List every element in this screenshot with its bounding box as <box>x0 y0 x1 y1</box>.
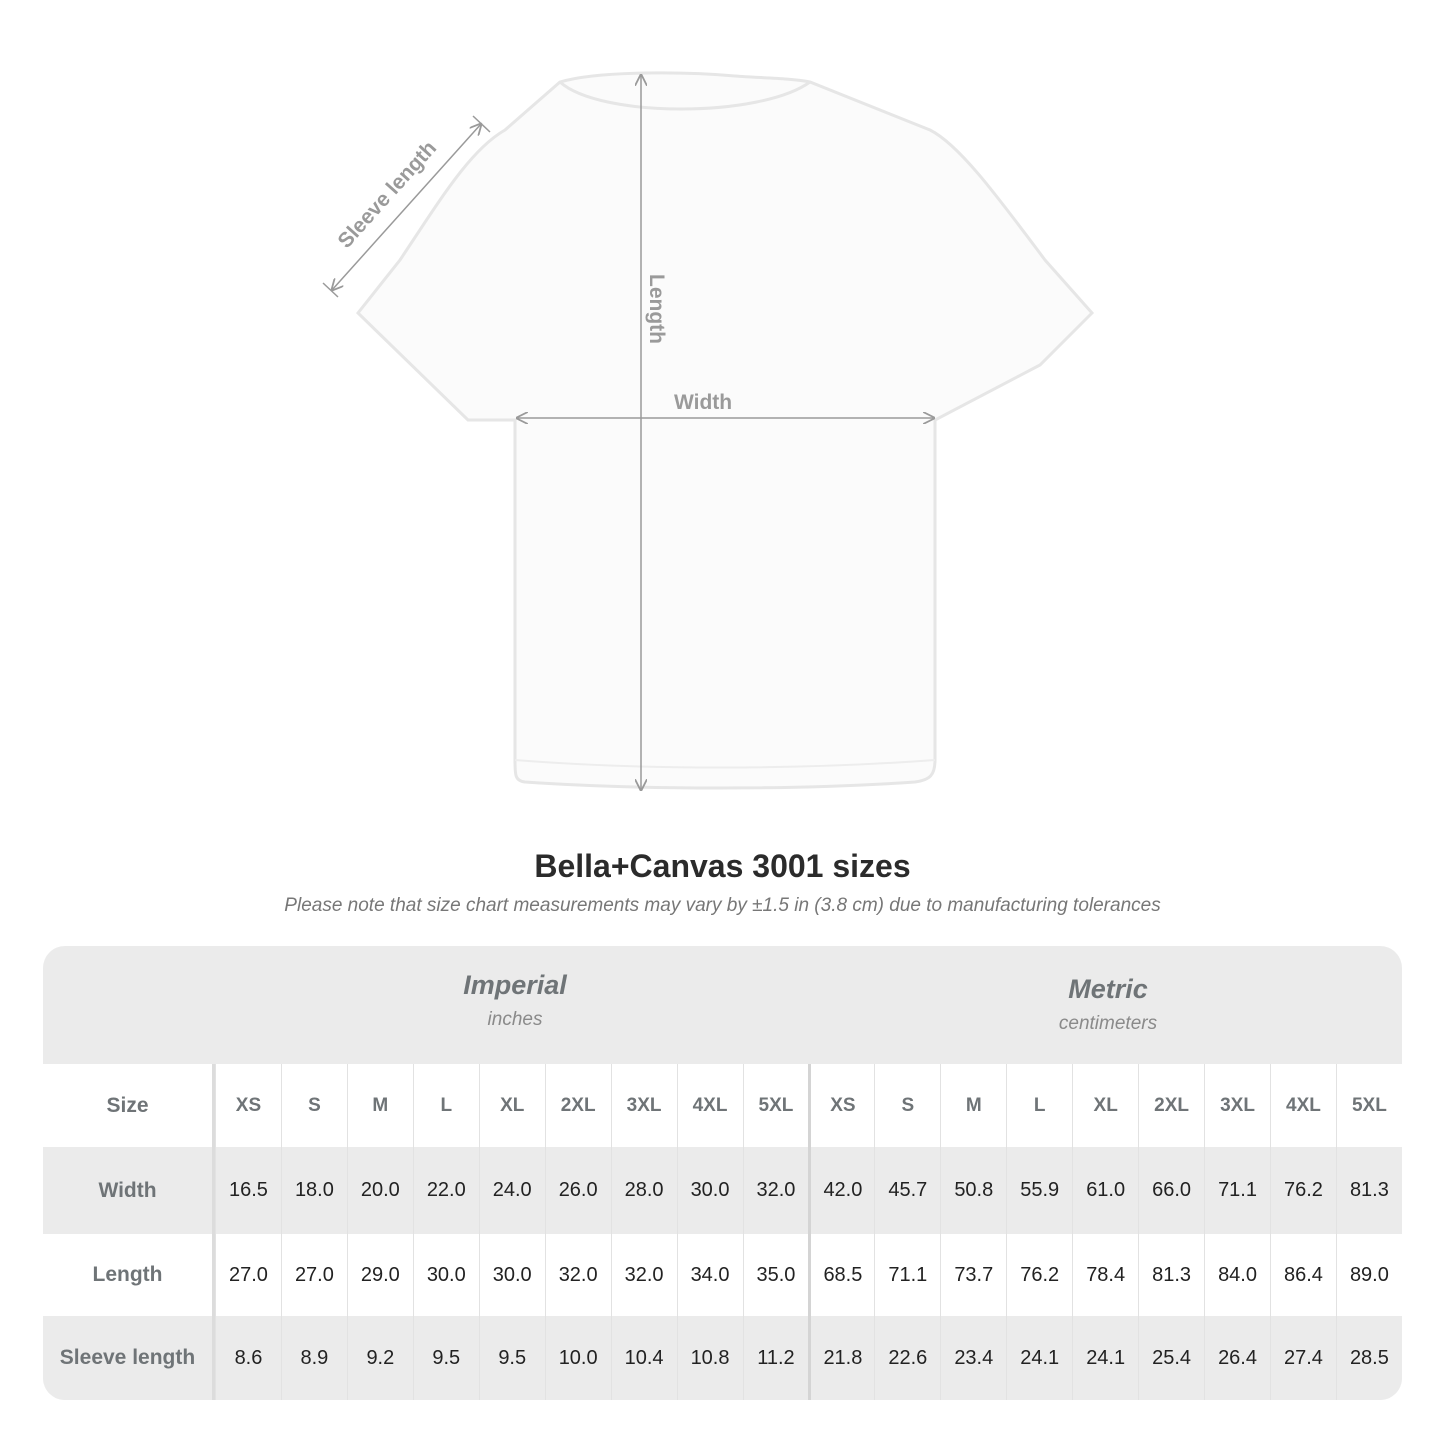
size-header-m: M <box>346 1064 413 1147</box>
table-cell: 9.5 <box>478 1316 545 1400</box>
table-cell: 73.7 <box>940 1234 1006 1316</box>
table-cell: 71.1 <box>874 1234 940 1316</box>
table-cell: 10.0 <box>544 1316 611 1400</box>
table-cell: 9.5 <box>412 1316 479 1400</box>
row-label: Length <box>43 1234 215 1316</box>
size-chart-table: Imperial inches Metric centimeters Size … <box>43 946 1402 1400</box>
size-header-2xl: 2XL <box>1138 1064 1204 1147</box>
metric-unit: centimeters <box>1058 1013 1158 1034</box>
size-header-3xl: 3XL <box>1204 1064 1270 1147</box>
table-cell: 9.2 <box>346 1316 413 1400</box>
table-cell: 27.0 <box>280 1234 347 1316</box>
table-cell: 22.0 <box>412 1147 479 1234</box>
table-cell: 21.8 <box>808 1316 874 1400</box>
table-cell: 81.3 <box>1335 1147 1402 1234</box>
size-header-5xl: 5XL <box>742 1064 809 1147</box>
table-cell: 76.2 <box>1006 1234 1072 1316</box>
table-cell: 71.1 <box>1204 1147 1270 1234</box>
table-row-length: Length 27.0 27.0 29.0 30.0 30.0 32.0 32.0 34.0 35… <box>43 1234 1402 1316</box>
table-cell: 28.5 <box>1335 1316 1402 1400</box>
width-label: Width <box>674 391 733 414</box>
size-header-xs: XS <box>215 1064 281 1147</box>
table-cell: 30.0 <box>676 1147 743 1234</box>
table-cell: 89.0 <box>1335 1234 1402 1316</box>
size-row: Size XS S M L XL 2XL 3XL 4XL 5XL XS S M L XL 2XL 3XL 4XL… <box>43 1064 1402 1147</box>
table-cell: 11.2 <box>742 1316 809 1400</box>
measurement-arrows <box>322 75 934 790</box>
size-header-s: S <box>280 1064 347 1147</box>
table-cell: 10.8 <box>676 1316 743 1400</box>
size-header-2xl: 2XL <box>544 1064 611 1147</box>
size-header-3xl: 3XL <box>610 1064 677 1147</box>
table-cell: 34.0 <box>676 1234 743 1316</box>
size-header-xl: XL <box>1072 1064 1138 1147</box>
table-cell: 86.4 <box>1270 1234 1336 1316</box>
table-cell: 23.4 <box>940 1316 1006 1400</box>
table-cell: 8.9 <box>280 1316 347 1400</box>
table-cell: 28.0 <box>610 1147 677 1234</box>
table-cell: 10.4 <box>610 1316 677 1400</box>
table-cell: 78.4 <box>1072 1234 1138 1316</box>
table-cell: 18.0 <box>280 1147 347 1234</box>
table-cell: 24.1 <box>1072 1316 1138 1400</box>
table-cell: 20.0 <box>346 1147 413 1234</box>
table-cell: 45.7 <box>874 1147 940 1234</box>
table-cell: 27.4 <box>1270 1316 1336 1400</box>
table-cell: 29.0 <box>346 1234 413 1316</box>
table-cell: 16.5 <box>215 1147 281 1234</box>
tshirt-image <box>355 71 1095 790</box>
table-cell: 30.0 <box>478 1234 545 1316</box>
table-row-sleeve-length: Sleeve length 8.6 8.9 9.2 9.5 9.5 10.0 10.4 10.8… <box>43 1316 1402 1400</box>
imperial-title: Imperial <box>463 970 567 1000</box>
table-cell: 55.9 <box>1006 1147 1072 1234</box>
size-header-m: M <box>940 1064 1006 1147</box>
metric-title: Metric <box>1068 974 1148 1004</box>
size-header-4xl: 4XL <box>1270 1064 1336 1147</box>
size-label: Size <box>43 1064 215 1147</box>
table-cell: 68.5 <box>808 1234 874 1316</box>
table-cell: 81.3 <box>1138 1234 1204 1316</box>
table-cell: 26.4 <box>1204 1316 1270 1400</box>
imperial-header: Imperial inches <box>215 946 815 1064</box>
table-cell: 61.0 <box>1072 1147 1138 1234</box>
table-cell: 32.0 <box>742 1147 809 1234</box>
table-cell: 84.0 <box>1204 1234 1270 1316</box>
size-header-s: S <box>874 1064 940 1147</box>
size-header-xs: XS <box>808 1064 874 1147</box>
table-cell: 26.0 <box>544 1147 611 1234</box>
table-cell: 24.1 <box>1006 1316 1072 1400</box>
row-label: Sleeve length <box>43 1316 215 1400</box>
table-cell: 30.0 <box>412 1234 479 1316</box>
tshirt-diagram <box>322 71 1095 820</box>
table-row-width: Width 16.5 18.0 20.0 22.0 24.0 26.0 28.0 30.0 32.… <box>43 1147 1402 1234</box>
size-header-5xl: 5XL <box>1335 1064 1402 1147</box>
row-label: Width <box>43 1147 215 1234</box>
size-header-l: L <box>1006 1064 1072 1147</box>
table-cell: 24.0 <box>478 1147 545 1234</box>
table-cell: 22.6 <box>874 1316 940 1400</box>
table-cell: 8.6 <box>215 1316 281 1400</box>
table-cell: 32.0 <box>610 1234 677 1316</box>
table-cell: 42.0 <box>808 1147 874 1234</box>
size-header-l: L <box>412 1064 479 1147</box>
length-label: Length <box>644 274 668 344</box>
sleeve-arrow <box>332 124 481 290</box>
imperial-unit: inches <box>487 1009 543 1030</box>
table-cell: 32.0 <box>544 1234 611 1316</box>
size-header-4xl: 4XL <box>676 1064 743 1147</box>
table-cell: 25.4 <box>1138 1316 1204 1400</box>
page-title: Bella+Canvas 3001 sizes <box>534 848 911 884</box>
table-cell: 76.2 <box>1270 1147 1336 1234</box>
table-cell: 27.0 <box>215 1234 281 1316</box>
tolerance-note: Please note that size chart measurements… <box>284 895 1161 916</box>
table-cell: 66.0 <box>1138 1147 1204 1234</box>
table-cell: 50.8 <box>940 1147 1006 1234</box>
metric-header: Metric centimeters <box>808 946 1402 1064</box>
size-header-xl: XL <box>478 1064 545 1147</box>
table-cell: 35.0 <box>742 1234 809 1316</box>
